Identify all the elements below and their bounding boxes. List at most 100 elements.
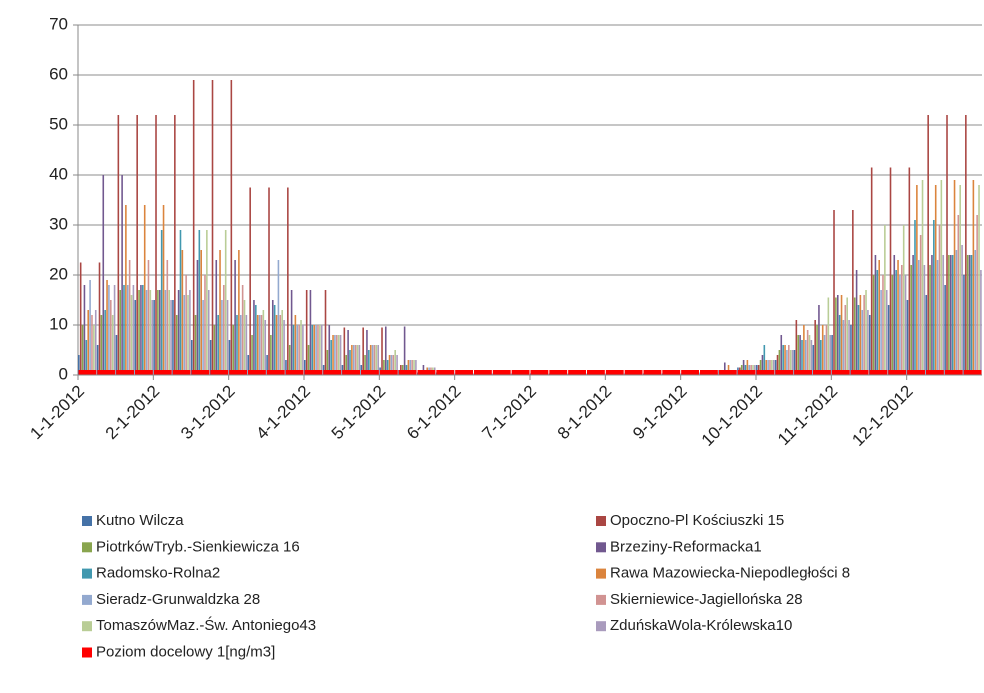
bar — [587, 370, 605, 375]
bar — [345, 355, 348, 375]
bar — [108, 285, 110, 375]
x-tick-label: 5-1-2012 — [328, 382, 390, 444]
x-tick-label: 10-1-2012 — [698, 382, 766, 450]
bar — [307, 345, 310, 375]
bar — [880, 290, 882, 375]
bar — [723, 362, 726, 375]
bar — [895, 270, 897, 375]
bar — [869, 315, 871, 375]
bar — [230, 80, 233, 375]
bar — [266, 355, 268, 375]
x-tick-label: 11-1-2012 — [774, 382, 841, 449]
bar — [844, 305, 847, 375]
bar — [116, 370, 134, 375]
bar — [358, 345, 361, 375]
bar — [848, 320, 850, 375]
bar — [196, 260, 199, 375]
legend-swatch — [82, 621, 92, 632]
bar — [352, 345, 355, 375]
bar — [337, 335, 340, 375]
bar — [829, 335, 832, 375]
bar — [801, 340, 803, 375]
bar — [842, 320, 845, 375]
bar — [117, 115, 120, 375]
bar — [963, 370, 982, 375]
bar — [368, 350, 370, 375]
bar — [271, 300, 274, 375]
bar — [234, 260, 236, 375]
bar — [213, 325, 216, 375]
bar — [908, 167, 911, 375]
bar — [972, 180, 975, 375]
bar — [248, 370, 266, 375]
legend-swatch — [596, 621, 606, 632]
x-tick-label: 4-1-2012 — [252, 382, 314, 444]
bar — [808, 335, 811, 375]
bar — [436, 370, 455, 375]
bar — [315, 325, 317, 375]
bar — [885, 290, 888, 375]
bar — [285, 370, 304, 375]
bar — [304, 370, 323, 375]
bar — [865, 290, 867, 375]
x-tick-label: 7-1-2012 — [478, 382, 540, 444]
bar — [160, 230, 163, 375]
y-tick-label: 50 — [49, 114, 68, 133]
bar — [940, 180, 943, 375]
bar — [968, 255, 971, 375]
bar — [375, 345, 378, 375]
bar — [823, 335, 826, 375]
bar — [791, 350, 794, 375]
bar — [185, 275, 187, 375]
legend-swatch — [596, 516, 606, 526]
bar — [153, 300, 155, 375]
bar — [123, 285, 125, 375]
bar — [287, 187, 289, 375]
bar — [887, 305, 890, 375]
bar — [965, 115, 967, 375]
bar — [795, 320, 798, 375]
y-tick-label: 0 — [59, 364, 68, 383]
bar — [319, 325, 321, 375]
bar — [835, 297, 837, 375]
bar — [942, 255, 945, 375]
bar — [455, 370, 473, 375]
bar — [403, 326, 406, 375]
bar — [200, 250, 202, 375]
bar — [931, 255, 933, 375]
x-tick-label: 6-1-2012 — [403, 382, 465, 444]
bar — [136, 115, 138, 375]
bar — [215, 260, 218, 375]
bar — [166, 260, 169, 375]
y-tick-label: 40 — [49, 164, 68, 183]
bar — [294, 315, 297, 375]
bar — [87, 310, 89, 375]
bar — [239, 315, 242, 375]
bar — [145, 290, 148, 375]
bar — [775, 370, 794, 375]
bar — [332, 335, 334, 375]
bar — [863, 295, 865, 375]
bar — [106, 280, 108, 375]
bar — [241, 285, 244, 375]
bar — [342, 370, 360, 375]
bar — [772, 360, 775, 375]
bar — [874, 255, 877, 375]
bar — [859, 295, 862, 375]
bar — [949, 255, 952, 375]
bar — [209, 340, 212, 375]
bar — [334, 335, 336, 375]
bar — [135, 370, 153, 375]
bar — [867, 310, 869, 375]
bar — [813, 370, 831, 375]
bar — [128, 260, 131, 375]
bar — [134, 300, 137, 375]
bar — [907, 370, 925, 375]
bar — [96, 345, 99, 375]
bar — [206, 230, 208, 375]
bar — [774, 360, 777, 375]
bar — [906, 300, 909, 375]
bar — [417, 370, 436, 375]
bar — [765, 360, 767, 375]
bar — [799, 335, 801, 375]
